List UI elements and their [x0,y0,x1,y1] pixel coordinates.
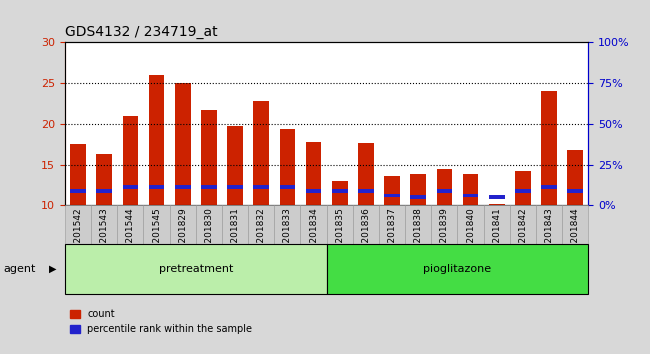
Bar [463,173,478,205]
Bar [123,185,138,189]
Bar [332,189,348,193]
Bar [410,195,426,199]
Text: agent: agent [3,264,36,274]
Text: GSM201831: GSM201831 [231,207,240,262]
Text: GDS4132 / 234719_at: GDS4132 / 234719_at [65,25,218,39]
Bar [96,154,112,205]
Text: GSM201835: GSM201835 [335,207,345,262]
Bar [175,83,190,205]
Bar [96,189,112,193]
Bar [280,185,295,189]
Bar [70,144,86,205]
Bar [117,205,144,244]
Text: pretreatment: pretreatment [159,264,233,274]
Bar [567,189,583,193]
Bar [326,244,588,294]
Bar [358,143,374,205]
Bar [144,205,170,244]
Bar [515,189,530,193]
Text: GSM201838: GSM201838 [413,207,423,262]
Bar [432,205,458,244]
Text: GSM201834: GSM201834 [309,207,318,262]
Legend: count, percentile rank within the sample: count, percentile rank within the sample [70,309,252,334]
Bar [196,205,222,244]
Bar [274,205,300,244]
Bar [222,205,248,244]
Bar [254,101,269,205]
Bar [489,195,504,199]
Text: GSM201843: GSM201843 [545,207,554,262]
Bar [175,185,190,189]
Bar [510,205,536,244]
Bar [410,175,426,205]
Bar [170,205,196,244]
Text: GSM201844: GSM201844 [571,207,580,262]
Text: pioglitazone: pioglitazone [423,264,491,274]
Bar [541,185,557,189]
Bar [384,176,400,205]
Bar [405,205,432,244]
Bar [149,75,164,205]
Bar [306,189,321,193]
Bar [353,205,379,244]
Bar [123,116,138,205]
Text: GSM201837: GSM201837 [387,207,396,262]
Bar [248,205,274,244]
Bar [437,189,452,193]
Text: GSM201832: GSM201832 [257,207,266,262]
Bar [254,185,269,189]
Text: GSM201841: GSM201841 [492,207,501,262]
Bar [484,205,510,244]
Bar [306,142,321,205]
Text: GSM201830: GSM201830 [204,207,213,262]
Bar [515,171,530,205]
Bar [384,194,400,197]
Text: GSM201544: GSM201544 [126,207,135,262]
Text: GSM201840: GSM201840 [466,207,475,262]
Bar [280,129,295,205]
Text: GSM201545: GSM201545 [152,207,161,262]
Bar [149,185,164,189]
Text: GSM201836: GSM201836 [361,207,370,262]
Bar [65,244,326,294]
Text: GSM201829: GSM201829 [178,207,187,262]
Text: GSM201542: GSM201542 [73,207,83,262]
Bar [65,205,91,244]
Bar [70,189,86,193]
Text: GSM201839: GSM201839 [440,207,449,262]
Bar [201,110,216,205]
Bar [91,205,117,244]
Bar [458,205,484,244]
Bar [437,170,452,205]
Bar [358,189,374,193]
Bar [227,185,243,189]
Text: GSM201842: GSM201842 [518,207,527,262]
Bar [227,126,243,205]
Bar [379,205,405,244]
Bar [300,205,327,244]
Bar [463,194,478,197]
Bar [332,181,348,205]
Text: GSM201833: GSM201833 [283,207,292,262]
Bar [541,91,557,205]
Bar [201,185,216,189]
Bar [562,205,588,244]
Bar [489,204,504,205]
Bar [536,205,562,244]
Text: GSM201543: GSM201543 [99,207,109,262]
Bar [567,150,583,205]
Bar [326,205,353,244]
Text: ▶: ▶ [49,264,57,274]
